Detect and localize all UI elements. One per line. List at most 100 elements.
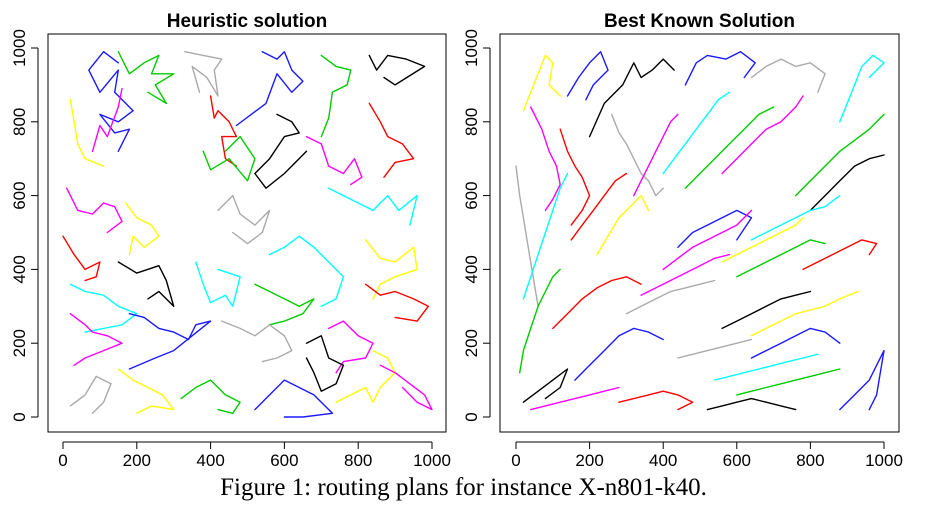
route-line-3 [588,58,675,138]
route-line-35 [180,379,241,414]
route-line-19 [117,261,175,307]
y-tick-label: 0 [462,412,481,421]
routes [62,51,433,418]
route-line-39 [530,386,620,411]
route-line-33 [677,338,753,359]
chart-title: Heuristic solution [167,11,327,32]
route-line-10 [633,113,679,197]
route-line-33 [69,375,112,414]
y-tick-label: 600 [462,181,481,209]
route-line-30 [305,335,345,392]
route-line-21 [662,209,753,271]
route-line-16 [217,194,271,245]
route-line-24 [69,283,138,333]
route-line-1 [522,54,561,112]
route-line-31 [750,290,859,337]
route-line-14 [65,187,123,234]
route-line-4 [235,51,304,127]
route-line-9 [209,95,238,167]
route-line-35 [714,353,819,381]
y-tick-label: 400 [10,255,29,283]
best-known-panel: Best Known Solution 0 200 400 600 800 1000 0 200… [462,11,903,470]
route-line-2 [566,51,609,101]
route-line-7 [530,106,561,212]
route-line-26 [519,268,561,374]
x-tick-label: 0 [58,451,67,470]
route-line-22 [364,239,418,300]
route-line-12 [684,106,775,189]
route-line-40 [618,390,694,411]
route-line-32 [574,327,664,381]
x-tick-label: 800 [344,451,372,470]
route-line-29 [328,320,374,374]
route-line-36 [254,379,334,418]
route-line-8 [91,87,123,153]
route-line-6 [839,54,885,123]
route-line-27 [552,276,642,330]
route-line-13 [305,135,363,186]
y-tick-label: 200 [462,329,481,357]
y-tick-label: 200 [10,329,29,357]
y-tick-label: 600 [10,181,29,209]
figure: Heuristic solution 0 200 400 600 800 1000 0 200 4… [10,11,903,470]
route-line-26 [69,313,123,366]
route-line-3 [184,51,223,97]
figure-caption: Figure 1: routing plans for instance X-n… [220,474,707,501]
y-tick-label: 0 [10,412,29,421]
route-line-10 [202,135,256,182]
x-tick-label: 1000 [865,451,903,470]
route-line-14 [795,113,885,197]
route-line-16 [515,165,539,307]
route-line-32 [379,364,433,411]
route-line-36 [736,368,841,396]
route-line-12 [368,102,415,178]
route-line-29 [625,279,716,315]
route-line-27 [128,313,212,370]
x-tick-label: 800 [796,451,824,470]
y-tick-label: 1000 [462,29,481,67]
route-line-15 [809,154,885,212]
route-line-18 [62,235,101,282]
plot-frame [499,33,900,433]
route-line-5 [320,54,352,138]
route-line-17 [328,187,418,226]
x-tick-label: 0 [511,451,520,470]
route-line-22 [750,194,841,241]
route-line-34 [117,368,175,414]
route-line-2 [117,51,175,105]
route-line-9 [611,113,664,197]
route-line-4 [684,51,756,86]
route-line-28 [640,253,731,296]
x-tick-label: 400 [649,451,677,470]
x-tick-label: 600 [723,451,751,470]
route-line-25 [802,239,878,271]
route-line-38 [522,368,569,403]
route-line-18 [570,172,628,241]
route-line-23 [721,216,804,263]
heuristic-panel: Heuristic solution 0 200 400 600 800 1000 0 200 4… [10,11,451,470]
x-tick-label: 200 [123,451,151,470]
route-line-30 [721,290,812,330]
route-line-15 [124,202,160,256]
route-line-8 [559,128,591,226]
route-line-28 [220,320,293,363]
route-line-17 [522,172,569,300]
route-line-20 [195,261,241,307]
plot-frame [47,33,447,433]
route-line-7 [69,98,105,167]
route-line-23 [254,283,315,326]
route-line-41 [706,397,797,411]
route-line-34 [750,327,841,359]
y-tick-label: 800 [10,108,29,136]
route-line-31 [335,349,396,403]
route-line-11 [254,113,308,189]
route-line-24 [736,239,826,278]
route-line-1 [88,51,134,153]
route-line-5 [750,58,826,94]
x-tick-label: 1000 [413,451,451,470]
route-line-11 [662,91,731,175]
route-line-21 [268,235,345,307]
x-tick-label: 200 [575,451,603,470]
y-tick-label: 800 [462,108,481,136]
x-tick-label: 600 [270,451,298,470]
